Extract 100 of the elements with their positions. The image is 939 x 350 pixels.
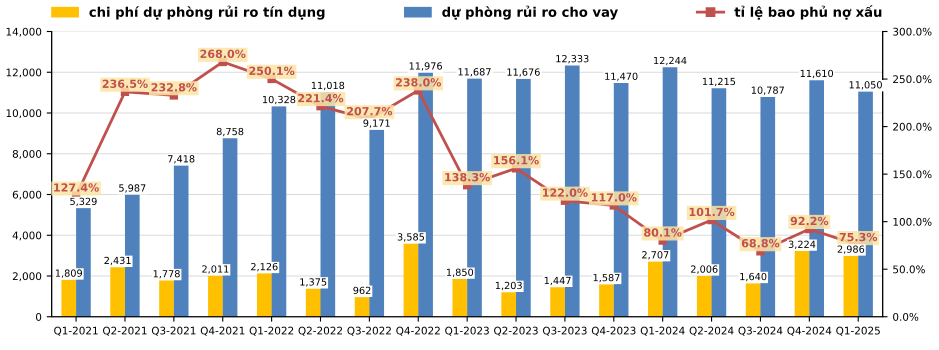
- y-tick-label: 4,000: [12, 231, 42, 240]
- legend-label: chi phí dự phòng rủi ro tín dụng: [89, 6, 324, 20]
- data-label: 2,006: [691, 265, 718, 274]
- x-tick-label: Q3-2023: [542, 326, 587, 336]
- data-label: 1,587: [594, 274, 620, 282]
- data-label: 68.8%: [742, 239, 780, 248]
- data-label: 3,224: [788, 240, 816, 249]
- data-label: 1,850: [446, 268, 474, 277]
- bar: [159, 280, 174, 317]
- data-label: 7,418: [168, 155, 194, 164]
- data-label: 2,011: [202, 265, 228, 274]
- bar: [354, 297, 370, 317]
- y-tick-label: 8,000: [12, 150, 42, 159]
- y2-tick-label: 150.0%: [894, 170, 932, 178]
- bar: [404, 244, 418, 317]
- data-label: 2,431: [104, 256, 131, 266]
- data-label: 207.7%: [347, 106, 392, 116]
- bar: [208, 276, 223, 317]
- legend-label: dự phòng rủi ro cho vay: [442, 6, 618, 20]
- data-label: 80.1%: [644, 228, 682, 237]
- data-label: 127.4%: [54, 183, 99, 192]
- data-label: 3,585: [398, 233, 424, 242]
- bar: [369, 130, 384, 317]
- bar: [599, 284, 614, 317]
- data-label: 221.4%: [298, 94, 344, 102]
- y-tick-label: 2,000: [12, 272, 42, 282]
- x-tick-label: Q2-2022: [298, 326, 342, 336]
- y2-tick-label: 0.0%: [893, 312, 918, 321]
- x-tick-label: Q1-2021: [54, 326, 98, 336]
- data-label: 10,787: [752, 86, 784, 95]
- data-label: 122.0%: [543, 188, 588, 197]
- bar: [452, 279, 468, 317]
- data-label: 1,375: [300, 278, 326, 287]
- x-tick-label: Q1-2022: [250, 326, 294, 336]
- data-label: 268.0%: [200, 50, 246, 58]
- y-tick-label: 14,000: [6, 28, 42, 37]
- y-tick-label: 6,000: [12, 190, 42, 200]
- x-tick-label: Q4-2022: [396, 326, 440, 336]
- y2-tick-label: 200.0%: [893, 122, 932, 131]
- y2-tick-label: 250.0%: [893, 75, 932, 84]
- data-label: 11,050: [850, 81, 882, 90]
- data-label: 11,676: [507, 68, 540, 77]
- bar: [794, 251, 810, 317]
- legend-label: tỉ lệ bao phủ nợ xấu: [734, 5, 882, 20]
- data-label: 11,610: [800, 70, 834, 78]
- data-label: 11,470: [605, 72, 638, 81]
- data-label: 138.3%: [445, 172, 490, 182]
- bar: [746, 283, 760, 317]
- x-tick-label: Q2-2021: [103, 326, 147, 336]
- data-label: 12,244: [654, 56, 686, 66]
- data-label: 2,986: [838, 245, 864, 254]
- x-tick-label: Q4-2024: [787, 326, 832, 336]
- y2-tick-label: 100.0%: [894, 218, 932, 226]
- x-tick-label: Q2-2023: [494, 326, 538, 336]
- data-label: 92.2%: [790, 216, 828, 226]
- data-label: 8,758: [216, 128, 244, 136]
- data-label: 11,215: [702, 78, 736, 86]
- x-tick-label: Q1-2025: [836, 326, 880, 336]
- y-tick-label: 0: [36, 312, 42, 321]
- data-label: 75.3%: [840, 232, 878, 242]
- data-label: 101.7%: [690, 208, 734, 216]
- data-label: 5,329: [70, 198, 97, 206]
- y2-tick-label: 300.0%: [893, 28, 932, 36]
- bar: [306, 288, 321, 317]
- y-tick-label: 12,000: [6, 68, 42, 78]
- x-tick-label: Q1-2023: [445, 326, 489, 336]
- data-label: 156.1%: [494, 156, 539, 164]
- bar: [844, 256, 858, 317]
- bar: [110, 267, 125, 317]
- data-label: 11,687: [458, 68, 491, 77]
- data-label: 11,976: [410, 62, 442, 71]
- data-label: 12,333: [556, 55, 588, 64]
- bar: [61, 280, 76, 317]
- data-label: 238.0%: [396, 78, 442, 87]
- data-label: 9,171: [363, 119, 390, 128]
- data-label: 1,203: [496, 282, 522, 290]
- data-label: 11,018: [312, 82, 344, 90]
- x-tick-label: Q2-2024: [690, 326, 734, 336]
- y2-tick-label: 50.0%: [893, 265, 925, 274]
- x-tick-label: Q1-2024: [640, 326, 685, 336]
- bar: [648, 262, 663, 317]
- data-label: 1,640: [740, 272, 766, 282]
- data-label: 236.5%: [102, 80, 148, 88]
- data-label: 2,707: [642, 251, 668, 260]
- x-tick-label: Q3-2021: [152, 326, 196, 336]
- x-tick-label: Q3-2022: [347, 326, 391, 336]
- data-label: 1,447: [544, 276, 571, 286]
- y-tick-label: 10,000: [6, 109, 42, 118]
- bar: [696, 276, 712, 317]
- data-label: 250.1%: [249, 66, 294, 76]
- data-label: 2,126: [251, 262, 278, 272]
- x-tick-label: Q3-2024: [738, 326, 782, 336]
- x-tick-label: Q4-2023: [592, 326, 636, 336]
- data-label: 1,778: [154, 270, 180, 278]
- data-label: 962: [353, 286, 370, 294]
- x-tick-label: Q4-2021: [200, 326, 244, 336]
- data-label: 117.0%: [592, 193, 637, 202]
- data-label: 1,809: [56, 269, 82, 278]
- data-label: 232.8%: [152, 83, 197, 92]
- bar: [501, 292, 516, 317]
